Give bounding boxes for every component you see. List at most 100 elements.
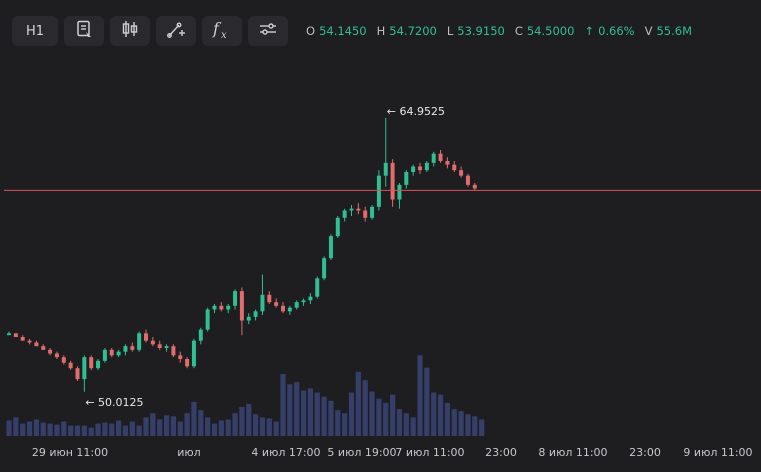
volume-bar [294, 382, 300, 436]
volume-bar [218, 420, 224, 436]
x-tick-label: 29 июн 11:00 [32, 446, 108, 459]
low-label: ← 50.0125 [85, 396, 143, 409]
volume-bar [376, 398, 382, 436]
candle [48, 348, 53, 356]
volume-bar [211, 423, 218, 436]
volume-bar [424, 367, 430, 436]
settings-sliders-icon [258, 19, 278, 43]
volume-bar [321, 396, 327, 436]
chart-toolbar: H1 [0, 0, 761, 62]
volume-bar [472, 416, 478, 436]
candle [363, 206, 368, 222]
candle [96, 359, 101, 370]
candle [404, 170, 409, 189]
change-value: 0.66% [598, 24, 635, 38]
candle [322, 256, 327, 281]
volume-bar [465, 414, 471, 436]
candle [233, 289, 238, 310]
candle [102, 348, 107, 363]
note-icon [74, 19, 94, 43]
candle [68, 360, 73, 370]
volume-bar [122, 425, 129, 436]
candle [424, 161, 429, 172]
volume-bar [239, 407, 245, 436]
candle [54, 351, 59, 359]
x-tick-label: 23:00 [485, 446, 517, 459]
open-value: 54.1450 [319, 24, 367, 38]
change-arrow-icon: ↑ [584, 24, 595, 38]
volume-bar [143, 417, 149, 436]
candle [123, 344, 128, 356]
candles-icon [120, 19, 140, 43]
candle [191, 338, 196, 369]
ohlc-legend: O 54.1450 H 54.7200 L 53.9150 C 54.5000 … [306, 24, 698, 38]
volume-bar [232, 413, 238, 436]
candle [116, 349, 121, 358]
candle [178, 351, 183, 363]
volume-bar [451, 409, 457, 436]
time-axis: 29 июн 11:00 июл 4 июл 17:00 5 июл 19:007 и… [32, 446, 753, 459]
volume-bar [170, 416, 176, 436]
candle [349, 205, 354, 216]
candle [452, 161, 457, 172]
candlesticks [7, 117, 477, 392]
drawing-tool-icon [166, 19, 186, 43]
volume-bar [259, 417, 266, 436]
volume-bar [109, 423, 115, 436]
volume-bar [184, 413, 190, 436]
svg-text:x: x [221, 30, 227, 40]
close-label: C [514, 24, 523, 38]
indicators-button[interactable]: f x [202, 16, 242, 46]
volume-bar [383, 402, 389, 436]
volume-bar [157, 419, 163, 436]
volume-bar [390, 394, 396, 436]
volume-bar [479, 419, 485, 436]
chart-type-button[interactable] [110, 16, 150, 46]
candle [205, 307, 210, 332]
volume-bar [314, 392, 320, 436]
candle [109, 348, 114, 358]
volume-bar [136, 425, 142, 436]
x-tick-label: 23:00 [629, 446, 661, 459]
candle [144, 329, 148, 343]
volume-bar [20, 423, 26, 436]
volume-bar [225, 419, 231, 436]
candle [294, 300, 299, 310]
volume-bar [280, 373, 286, 436]
volume-bar [6, 420, 12, 436]
close-value: 54.5000 [526, 24, 575, 38]
x-tick-label: 9 июл 11:00 [683, 446, 752, 459]
candle [390, 159, 395, 207]
volume-bar [191, 401, 197, 436]
x-tick-label: 4 июл 17:00 [251, 446, 320, 459]
volume-bar [266, 418, 272, 436]
volume-bar [33, 419, 39, 436]
volume-label: V [644, 24, 653, 38]
open-label: O [306, 24, 316, 38]
chart-settings-button[interactable] [248, 16, 288, 46]
x-tick-label: июл [177, 446, 200, 459]
candle [185, 357, 190, 369]
volume-bar [458, 411, 464, 436]
candle [157, 340, 162, 350]
volume-bar [61, 421, 67, 436]
interval-button[interactable]: H1 [12, 16, 58, 46]
volume-bar [396, 409, 403, 436]
volume-bar [74, 425, 81, 436]
candle [171, 344, 176, 358]
volume-bar [246, 403, 252, 436]
volume-bar [307, 388, 313, 436]
candle [212, 304, 217, 314]
volume-bar [348, 392, 355, 436]
high-value: 54.7200 [389, 24, 437, 38]
candle [472, 183, 477, 191]
drawing-tools-button[interactable] [156, 16, 196, 46]
candle [27, 338, 32, 345]
candle [274, 298, 279, 308]
note-button[interactable] [64, 16, 104, 46]
low-label: L [446, 24, 454, 38]
volume-bar [47, 423, 53, 436]
low-value: 53.9150 [457, 24, 505, 38]
candle [281, 302, 285, 314]
